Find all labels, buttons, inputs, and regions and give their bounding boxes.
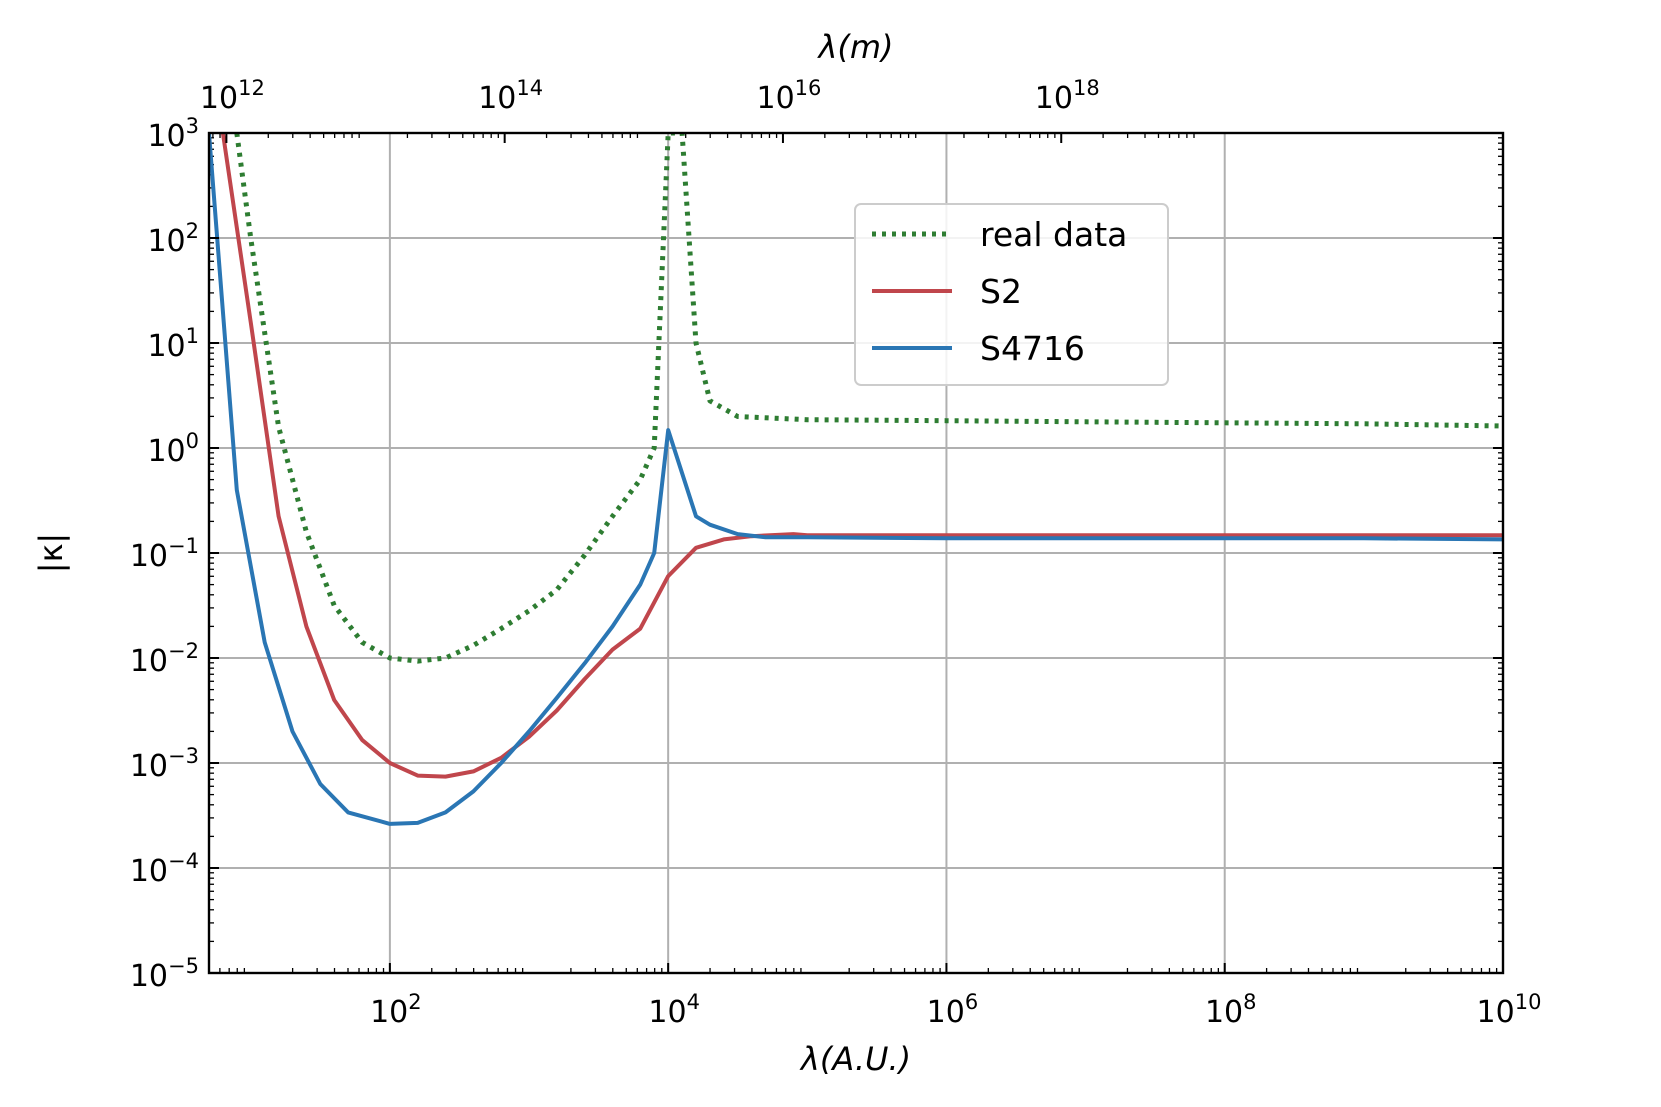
series-line-s4716	[209, 133, 1503, 826]
x2-tick-label: 1012	[200, 76, 265, 116]
y-tick-label: 103	[147, 114, 199, 154]
x2-tick-label: 1016	[756, 76, 821, 116]
legend: real data S2 S4716	[854, 203, 1169, 386]
y-tick-label: 10−5	[130, 954, 199, 994]
y-tick-label: 10−4	[130, 849, 199, 889]
major-ticks	[209, 132, 1504, 974]
legend-label-real-data: real data	[980, 215, 1127, 254]
x-tick-label: 104	[648, 990, 700, 1030]
legend-label-s2: S2	[980, 272, 1022, 311]
series-line-real-data	[234, 133, 1503, 664]
y-tick-label: 10−3	[130, 744, 199, 784]
x2-axis-title: λ(m)	[816, 28, 893, 66]
x-axis-title: λ(A.U.)	[799, 1040, 911, 1078]
y-tick-label: 102	[147, 219, 199, 259]
series-line-s2	[220, 133, 1503, 779]
y-tick-label: 101	[147, 324, 199, 364]
tick-labels: 10210410610810101010101210141016101810−5…	[130, 76, 1542, 1030]
x-tick-label: 106	[927, 990, 979, 1030]
x-tick-label: 1010	[1477, 990, 1542, 1030]
legend-label-s4716: S4716	[980, 329, 1085, 368]
x-tick-label: 108	[1205, 990, 1257, 1030]
series-layer	[209, 133, 1503, 826]
y-tick-label: 100	[147, 429, 199, 469]
legend-box	[854, 203, 1169, 386]
x2-tick-label: 1018	[1035, 76, 1100, 116]
x-tick-label: 102	[370, 990, 422, 1030]
y-axis-title: |κ|	[32, 533, 70, 573]
y-tick-label: 10−1	[130, 534, 199, 574]
x2-tick-label: 1014	[478, 76, 543, 116]
y-tick-label: 10−2	[130, 639, 199, 679]
